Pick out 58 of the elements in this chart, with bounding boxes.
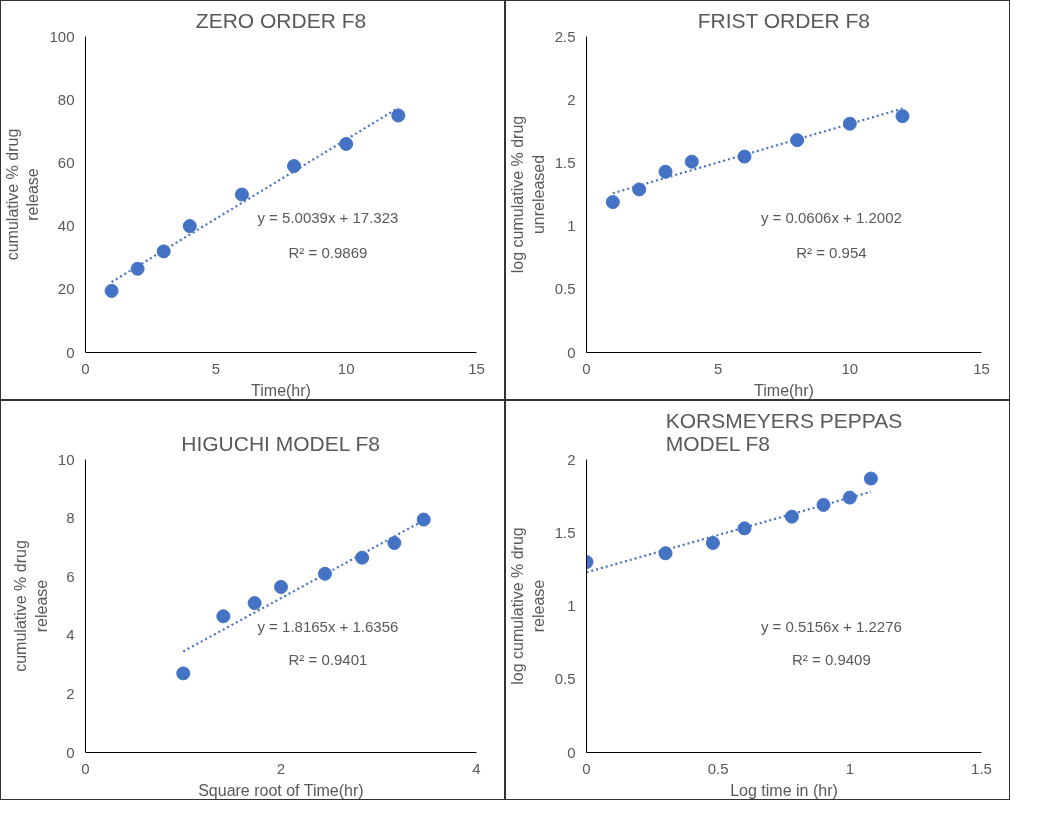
y-tick-label: 0.5 xyxy=(554,670,576,688)
annotation: R² = 0.9409 xyxy=(792,650,871,668)
y-tick-label: 0 xyxy=(567,743,576,761)
x-tick-label: 0 xyxy=(582,759,591,777)
y-tick-label: 10 xyxy=(57,450,75,468)
chart-title: KORSMEYERS PEPPAS MODEL F8 xyxy=(665,408,903,455)
y-axis-title: log cumulative % drug unreleased xyxy=(509,115,547,274)
y-tick-label: 2 xyxy=(567,90,576,108)
y-tick-label: 1.5 xyxy=(554,153,576,171)
annotation: R² = 0.954 xyxy=(796,243,867,261)
x-axis-title: Square root of Time(hr) xyxy=(198,781,364,799)
x-tick-label: 10 xyxy=(337,359,355,377)
y-tick-label: 0 xyxy=(66,743,75,761)
y-tick-label: 40 xyxy=(57,217,75,235)
y-tick-label: 1.5 xyxy=(554,523,576,541)
annotation: R² = 0.9869 xyxy=(288,243,368,261)
y-tick-label: 20 xyxy=(57,280,75,298)
annotation: y = 0.0606x + 1.2002 xyxy=(760,209,902,227)
x-tick-label: 5 xyxy=(714,359,723,377)
x-tick-label: 1.5 xyxy=(971,759,992,777)
y-tick-label: 0 xyxy=(66,343,75,361)
annotation: y = 5.0039x + 17.323 xyxy=(257,209,399,227)
y-tick-label: 1 xyxy=(567,597,576,614)
y-tick-label: 0 xyxy=(567,343,576,361)
y-axis-title: cumulative % drug release xyxy=(12,540,50,672)
x-axis-title: Log time in (hr) xyxy=(730,781,838,799)
annotation: y = 0.5156x + 1.2276 xyxy=(760,618,902,636)
y-tick-label: 2 xyxy=(66,684,75,702)
x-tick-label: 15 xyxy=(973,359,990,377)
y-tick-label: 100 xyxy=(49,27,75,45)
y-axis-title: log cumulative % drug release xyxy=(509,527,547,685)
y-tick-label: 2 xyxy=(567,450,576,468)
y-tick-label: 4 xyxy=(66,626,75,644)
x-tick-label: 0 xyxy=(81,759,90,777)
x-tick-label: 10 xyxy=(841,359,859,377)
x-tick-label: 15 xyxy=(468,359,485,377)
y-tick-label: 60 xyxy=(57,153,75,171)
chart-title: ZERO ORDER F8 xyxy=(195,8,367,32)
y-tick-label: 2.5 xyxy=(554,27,576,45)
y-axis-title: cumulative % drug release xyxy=(4,128,42,261)
x-tick-label: 1 xyxy=(845,759,855,777)
y-tick-label: 0.5 xyxy=(554,280,576,298)
x-tick-label: 0 xyxy=(582,359,591,377)
x-tick-label: 0 xyxy=(81,359,90,377)
chart-title: HIGUCHI MODEL F8 xyxy=(181,431,380,455)
x-axis-title: Time(hr) xyxy=(754,381,814,399)
x-tick-label: 0.5 xyxy=(707,759,729,777)
y-tick-label: 6 xyxy=(66,567,75,585)
y-tick-label: 1 xyxy=(567,217,576,235)
x-tick-label: 2 xyxy=(276,759,286,777)
chart-title: FRIST ORDER F8 xyxy=(697,8,870,32)
x-axis-title: Time(hr) xyxy=(251,381,311,399)
annotation: R² = 0.9401 xyxy=(288,650,368,668)
y-tick-label: 8 xyxy=(66,509,75,527)
x-tick-label: 4 xyxy=(472,759,481,777)
x-tick-label: 5 xyxy=(211,359,221,377)
y-tick-label: 80 xyxy=(57,90,75,108)
annotation: y = 1.8165x + 1.6356 xyxy=(257,618,399,636)
